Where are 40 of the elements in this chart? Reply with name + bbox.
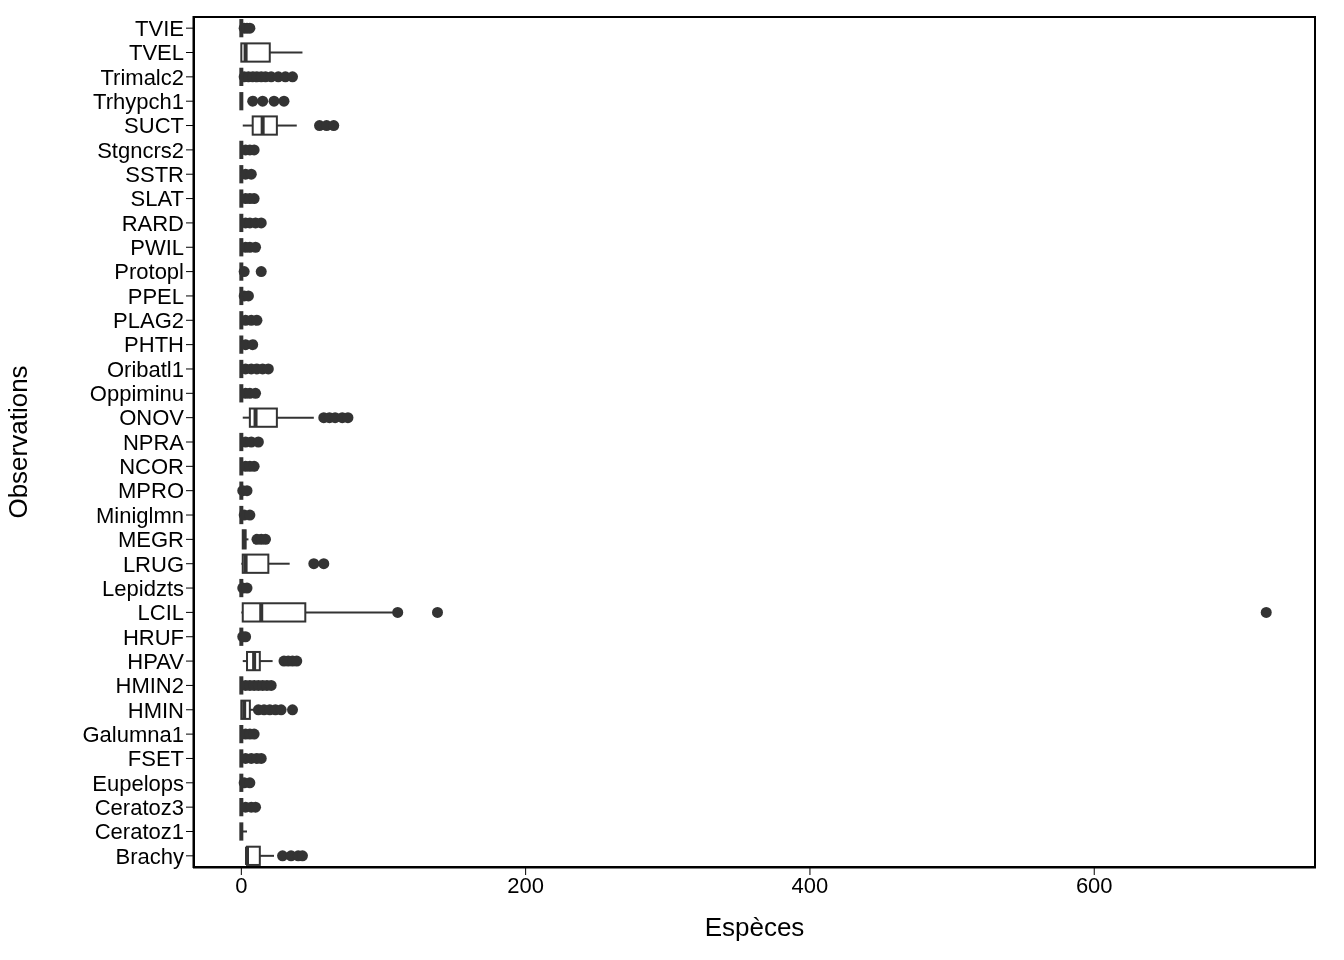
y-tick-label: HMIN [127,697,184,723]
y-tick-label: LRUG [122,551,184,577]
y-tick-label: Stgncrs2 [97,137,184,163]
x-tick-label: 0 [235,872,248,898]
y-axis-title: Observations [3,365,34,519]
y-tick-label: LCIL [137,600,184,626]
y-tick-label: RARD [121,210,184,236]
y-tick-label: TVEL [128,40,184,66]
y-tick-label: PHTH [124,332,184,358]
x-tick-label: 200 [507,872,544,898]
y-tick-label: Trimalc2 [100,64,184,90]
y-tick-label: SSTR [125,162,184,188]
y-tick-label: MEGR [118,527,184,553]
y-tick-label: NPRA [122,429,185,455]
y-tick-label: HMIN2 [115,673,184,699]
y-tick-label: Lepidzts [102,575,184,601]
y-tick-label: PPEL [127,283,184,309]
y-tick-label: Miniglmn [95,502,184,528]
y-tick-label: Trhypch1 [93,89,184,115]
y-tick-label: Galumna1 [82,721,184,747]
y-tick-label: HPAV [127,648,185,674]
y-tick-label: PWIL [130,235,184,261]
x-tick-label: 600 [1075,872,1113,898]
y-tick-label: NCOR [119,454,184,480]
y-tick-label: TVIE [135,15,184,41]
y-tick-label: MPRO [118,478,184,504]
y-tick-label: SLAT [130,186,184,212]
x-tick-label: 400 [791,872,829,898]
y-tick-label: Brachy [115,843,184,869]
y-tick-label: Oribatl1 [106,356,184,382]
y-tick-label: PLAG2 [113,308,184,334]
y-tick-label: HRUF [122,624,184,650]
y-tick-label: Ceratoz1 [94,819,184,845]
y-tick-label: SUCT [124,113,184,139]
y-tick-label: Protopl [114,259,184,285]
y-tick-label: Oppiminu [89,381,184,407]
y-tick-label: ONOV [119,405,185,431]
x-axis-title: Espèces [704,912,805,942]
y-tick-label: FSET [127,746,184,772]
y-tick-label: Eupelops [92,770,184,796]
